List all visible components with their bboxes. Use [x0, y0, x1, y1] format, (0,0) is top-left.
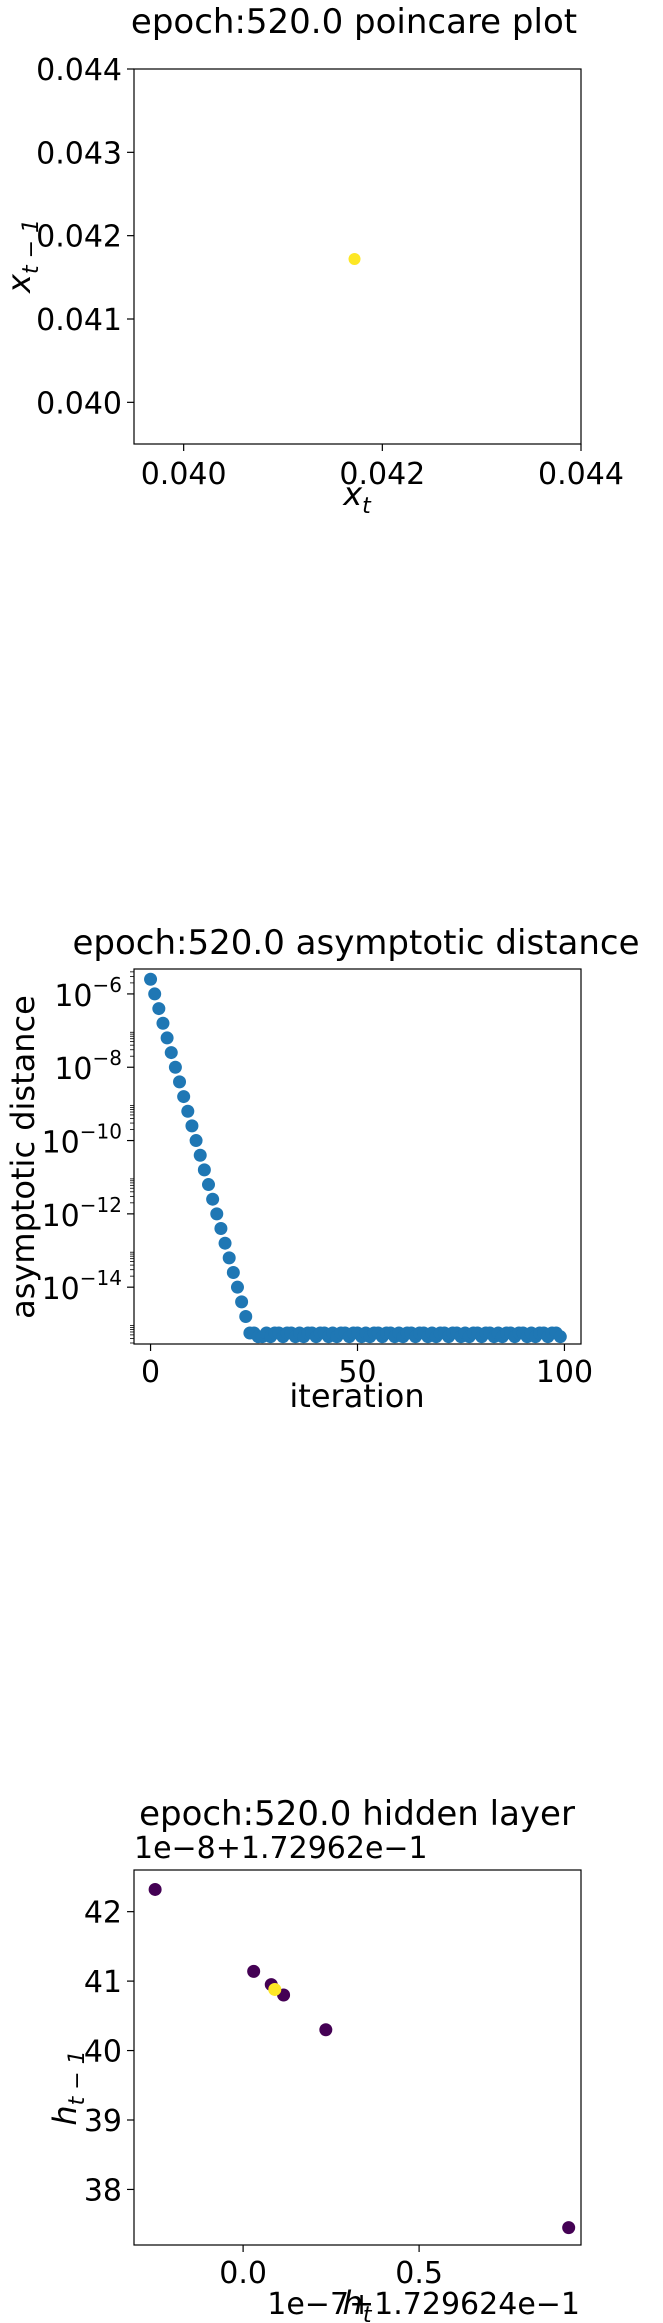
y-tick-label: 10−12	[42, 1193, 122, 1234]
x-tick-label: 0.5	[395, 2256, 443, 2291]
x-tick-label: 0	[141, 1355, 160, 1390]
y-tick-label: 0.043	[36, 136, 122, 171]
data-point	[222, 1251, 236, 1265]
asymptotic-distance-chart: epoch:520.0 asymptotic distance 0 50 100 10…	[4, 923, 640, 1415]
data-point	[144, 972, 158, 986]
chart-title: epoch:520.0 poincare plot	[131, 2, 577, 42]
x-axis-label: iteration	[289, 1377, 424, 1415]
poincare-plot-chart: epoch:520.0 poincare plot 0.040 0.042 0.04…	[0, 2, 624, 519]
y-tick-label: 10−14	[42, 1266, 122, 1307]
data-point	[168, 1060, 182, 1074]
data-point	[197, 1163, 211, 1177]
y-axis-label: ht − 1	[46, 2050, 90, 2125]
y-tick-label: 0.041	[36, 303, 122, 338]
data-point	[562, 2221, 576, 2235]
data-point	[189, 1134, 203, 1148]
x-tick-label: 0.044	[538, 457, 624, 492]
hidden-layer-chart: epoch:520.0 hidden layer 1e−8+1.72962e−1…	[46, 1794, 582, 2323]
data-point	[173, 1075, 187, 1089]
data-point	[160, 1031, 174, 1045]
data-point	[226, 1266, 240, 1280]
data-point	[164, 1046, 178, 1060]
y-tick-label: 0.042	[36, 220, 122, 255]
data-point	[268, 1982, 282, 1996]
x-offset-text: 1e−7+1.729624e−1	[267, 2287, 580, 2322]
y-axis-label: asymptotic distance	[4, 995, 42, 1319]
data-point	[319, 2023, 333, 2037]
data-point	[181, 1104, 195, 1118]
chart-title: epoch:520.0 hidden layer	[139, 1794, 575, 1834]
plot-frame	[133, 68, 582, 445]
data-point	[156, 1016, 170, 1030]
data-point	[214, 1222, 228, 1236]
y-tick-label: 10−10	[42, 1120, 122, 1161]
data-point	[152, 1002, 166, 1016]
data-point	[206, 1192, 220, 1206]
data-point	[148, 987, 162, 1001]
y-tick-label: 10−8	[54, 1046, 122, 1087]
data-point	[239, 1310, 253, 1324]
data-point	[185, 1119, 199, 1133]
data-point	[553, 1330, 567, 1344]
x-tick-label: 100	[536, 1355, 593, 1390]
data-point	[218, 1236, 232, 1250]
x-tick-label: 50	[338, 1355, 376, 1390]
x-tick-label: 0.042	[339, 457, 425, 492]
data-point	[235, 1295, 249, 1309]
data-point	[247, 1964, 261, 1978]
y-tick-label: 40	[84, 2035, 122, 2070]
data-point	[210, 1207, 224, 1221]
y-tick-label: 10−6	[54, 973, 122, 1014]
plot-frame	[133, 1869, 582, 2246]
y-tick-label: 39	[84, 2104, 122, 2139]
y-axis-label: xt − 1	[0, 219, 44, 294]
y-tick-label: 41	[84, 1965, 122, 2000]
y-tick-label: 0.044	[36, 53, 122, 88]
data-point	[230, 1280, 244, 1294]
x-tick-label: 0.040	[141, 457, 227, 492]
chart-title: epoch:520.0 asymptotic distance	[73, 923, 640, 963]
y-tick-label: 0.040	[36, 386, 122, 421]
data-point	[202, 1178, 215, 1192]
data-point	[193, 1148, 207, 1162]
x-tick-label: 0.0	[219, 2256, 267, 2291]
data-point	[148, 1882, 162, 1896]
y-offset-text: 1e−8+1.72962e−1	[134, 1831, 428, 1866]
plot-frame	[133, 968, 582, 1345]
y-tick-label: 42	[84, 1896, 122, 1931]
y-tick-label: 38	[84, 2173, 122, 2208]
data-point	[348, 253, 361, 265]
data-point	[177, 1090, 191, 1104]
